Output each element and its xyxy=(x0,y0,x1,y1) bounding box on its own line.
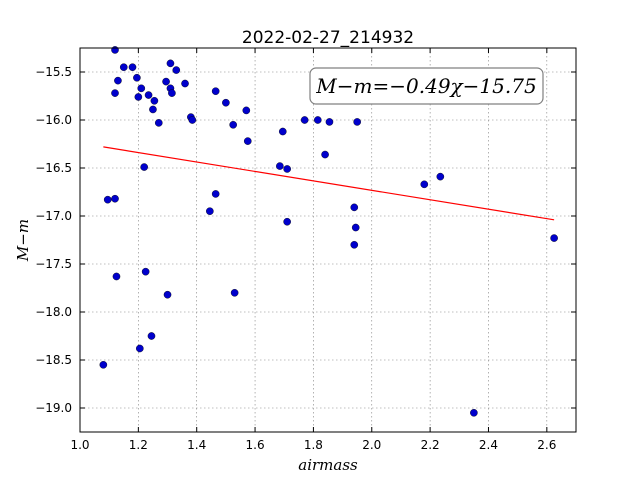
data-point xyxy=(470,409,477,416)
data-point xyxy=(100,361,107,368)
data-point xyxy=(120,64,127,71)
data-point xyxy=(314,116,321,123)
data-point xyxy=(111,195,118,202)
y-tick-label: −17.5 xyxy=(35,257,72,271)
x-tick-label: 1.8 xyxy=(304,438,323,452)
data-point xyxy=(129,64,136,71)
data-point xyxy=(421,181,428,188)
x-tick-label: 2.2 xyxy=(421,438,440,452)
data-point xyxy=(151,97,158,104)
data-point xyxy=(284,165,291,172)
data-point xyxy=(181,80,188,87)
x-tick-label: 2.6 xyxy=(537,438,556,452)
data-point xyxy=(104,196,111,203)
data-point xyxy=(141,163,148,170)
x-tick-label: 1.6 xyxy=(246,438,265,452)
data-point xyxy=(352,224,359,231)
x-tick-label: 1.4 xyxy=(187,438,206,452)
x-tick-label: 2.0 xyxy=(362,438,381,452)
equation-box: M−m=−0.49χ−15.75 xyxy=(310,68,543,104)
x-tick-label: 2.4 xyxy=(479,438,498,452)
x-tick-label: 1.2 xyxy=(129,438,148,452)
y-axis-label: M−m xyxy=(14,219,32,262)
data-point xyxy=(136,345,143,352)
data-point xyxy=(244,138,251,145)
y-tick-label: −16.5 xyxy=(35,161,72,175)
y-tick-label: −18.0 xyxy=(35,305,72,319)
data-point xyxy=(230,121,237,128)
equation-text: M−m=−0.49χ−15.75 xyxy=(315,74,536,98)
data-point xyxy=(284,218,291,225)
data-point xyxy=(162,78,169,85)
data-point xyxy=(148,332,155,339)
y-tick-label: −17.0 xyxy=(35,209,72,223)
data-point xyxy=(212,88,219,95)
data-point xyxy=(167,60,174,67)
y-tick-label: −19.0 xyxy=(35,401,72,415)
data-point xyxy=(164,291,171,298)
data-point xyxy=(551,234,558,241)
data-point xyxy=(231,289,238,296)
chart-title: 2022-02-27_214932 xyxy=(242,28,414,48)
data-point xyxy=(113,273,120,280)
data-point xyxy=(206,208,213,215)
data-point xyxy=(351,204,358,211)
data-point xyxy=(276,162,283,169)
data-point xyxy=(279,128,286,135)
data-point xyxy=(114,77,121,84)
data-point xyxy=(243,107,250,114)
data-point xyxy=(189,116,196,123)
data-point xyxy=(168,90,175,97)
y-tick-label: −18.5 xyxy=(35,353,72,367)
data-point xyxy=(111,90,118,97)
data-point xyxy=(138,85,145,92)
data-point xyxy=(437,173,444,180)
data-point xyxy=(155,119,162,126)
data-point xyxy=(173,66,180,73)
data-point xyxy=(149,106,156,113)
x-tick-label: 1.0 xyxy=(70,438,89,452)
data-point xyxy=(354,118,361,125)
data-point xyxy=(222,99,229,106)
x-tick-labels: 1.0 1.2 1.4 1.6 1.8 2.0 2.2 2.4 2.6 xyxy=(70,438,556,452)
x-axis-label: airmass xyxy=(298,456,358,474)
data-point xyxy=(212,190,219,197)
data-point xyxy=(326,118,333,125)
data-point xyxy=(351,241,358,248)
data-point xyxy=(142,268,149,275)
data-point xyxy=(321,151,328,158)
data-point xyxy=(133,74,140,81)
y-tick-label: −15.5 xyxy=(35,65,72,79)
data-point xyxy=(145,91,152,98)
y-tick-label: −16.0 xyxy=(35,113,72,127)
data-point xyxy=(135,93,142,100)
data-point xyxy=(301,116,308,123)
data-point xyxy=(111,46,118,53)
